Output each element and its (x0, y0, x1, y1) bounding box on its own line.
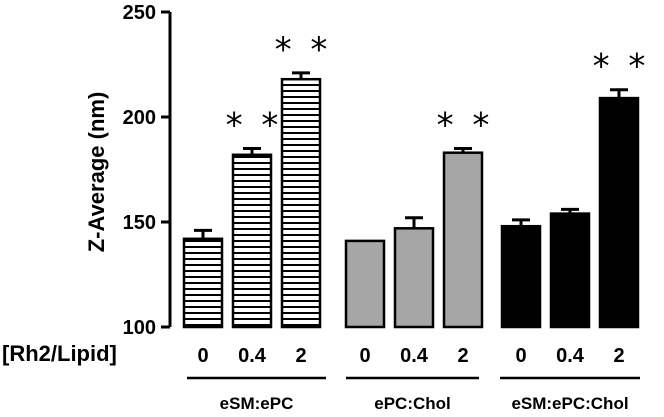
significance-marker: * * (593, 47, 650, 87)
x-category-label: 0.4 (556, 345, 585, 367)
bar (598, 96, 640, 329)
x-category-label: 0 (515, 345, 526, 367)
x-category-label: 0.4 (400, 345, 429, 367)
y-axis-title: Z-Average (nm) (84, 92, 109, 253)
x-category-label: 2 (613, 345, 624, 367)
x-category-label: 0.4 (238, 345, 267, 367)
x-category-label: 0 (359, 345, 370, 367)
significance-marker: * * (226, 106, 283, 146)
y-tick-label: 100 (123, 317, 156, 339)
group-label: eSM:ePC (220, 394, 294, 413)
bar (500, 224, 542, 329)
y-tick-label: 200 (123, 107, 156, 129)
bar (442, 151, 484, 329)
x-axis-title: [Rh2/Lipid] (2, 341, 117, 366)
bar (280, 77, 322, 329)
x-category-label: 2 (295, 345, 306, 367)
bar (393, 227, 435, 329)
y-tick-label: 150 (123, 212, 156, 234)
bar (344, 239, 386, 329)
group-label: eSM:ePC:Chol (511, 394, 628, 413)
bar (231, 153, 273, 329)
x-category-label: 2 (457, 345, 468, 367)
significance-marker: * * (275, 30, 332, 70)
plot-area: 100 150 200 250 0 0.4 * * 2 * * eSM:ePC 0 0.4 2 * * eP… (123, 2, 650, 413)
y-tick-label: 250 (123, 2, 156, 24)
bar (182, 237, 224, 329)
group-label: ePC:Chol (374, 394, 451, 413)
bar (549, 212, 591, 329)
x-category-label: 0 (197, 345, 208, 367)
significance-marker: * * (437, 106, 494, 146)
